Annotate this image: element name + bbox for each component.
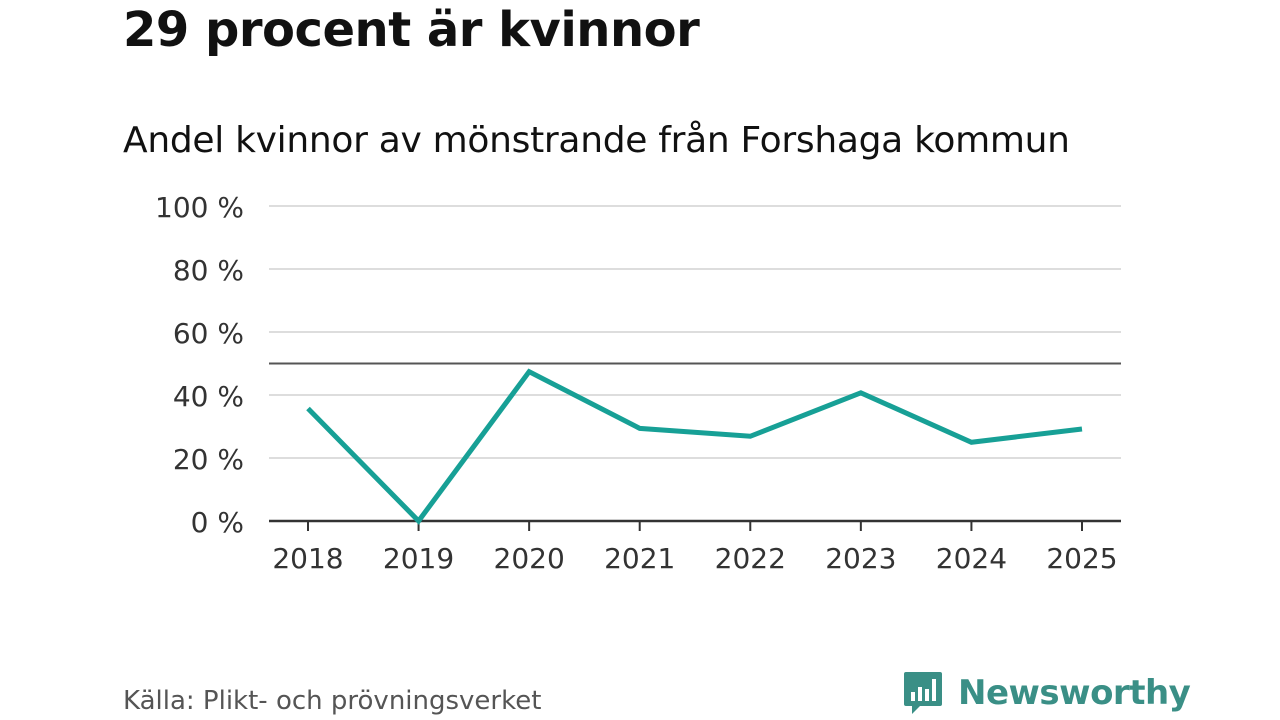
series-line (306, 368, 1083, 525)
series-layer (306, 368, 1084, 525)
y-tick-label: 20 % (173, 443, 244, 476)
y-tick-label: 0 % (191, 506, 244, 539)
data-point (969, 440, 974, 445)
data-point (858, 390, 863, 395)
line-chart: 0 % 20 % 40 % 60 % 80 % 100 % 2018 2019 2020 2021… (155, 191, 1121, 575)
y-tick-label: 40 % (173, 380, 244, 413)
source-note: Källa: Plikt- och prövningsverket (123, 686, 542, 716)
x-tick-label: 2019 (383, 542, 454, 575)
x-tick-label: 2020 (494, 542, 565, 575)
x-tick-label: 2024 (936, 542, 1007, 575)
data-point (748, 434, 753, 439)
brand-name: Newsworthy (958, 673, 1191, 713)
data-point (1079, 427, 1084, 432)
y-tick-label: 60 % (173, 317, 244, 350)
y-tick-label: 100 % (155, 191, 244, 224)
grid-layer (269, 205, 1121, 459)
brand-logo[interactable]: Newsworthy (902, 668, 1191, 718)
label-layer: 0 % 20 % 40 % 60 % 80 % 100 % 2018 2019 2020 2021… (155, 191, 1118, 575)
data-point (637, 426, 642, 431)
x-tick-label: 2023 (825, 542, 896, 575)
data-point (306, 406, 311, 411)
page-title: 29 procent är kvinnor (123, 2, 700, 58)
bar-chart-icon (904, 672, 942, 714)
data-point (416, 519, 421, 524)
axis-layer (269, 519, 1121, 531)
x-tick-label: 2025 (1046, 542, 1117, 575)
x-tick-label: 2018 (272, 542, 343, 575)
x-tick-label: 2022 (715, 542, 786, 575)
y-tick-label: 80 % (173, 254, 244, 287)
chart-title: Andel kvinnor av mönstrande från Forshag… (123, 120, 1070, 161)
x-tick-label: 2021 (604, 542, 675, 575)
data-point (527, 369, 532, 374)
